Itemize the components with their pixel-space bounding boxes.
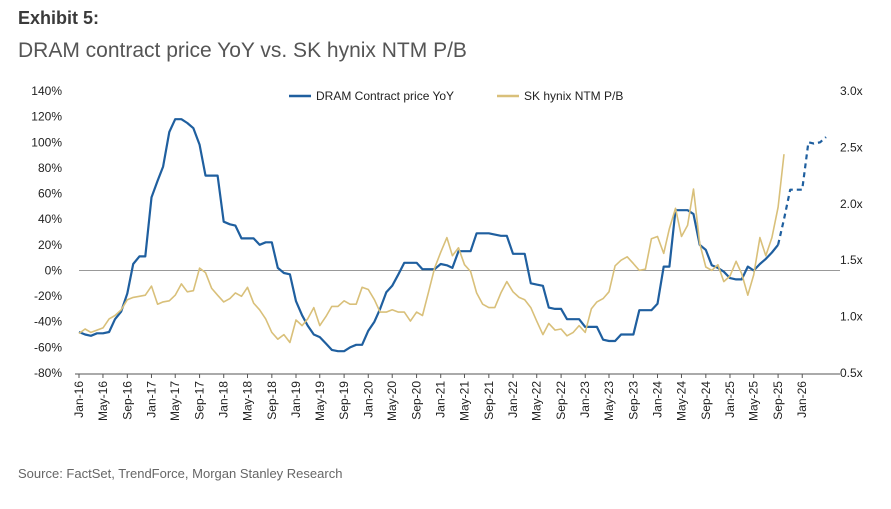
y-right-tick-label: 2.0x bbox=[840, 197, 863, 211]
y-left-tick-label: -40% bbox=[34, 315, 62, 329]
x-tick-label: Jan-17 bbox=[144, 381, 158, 418]
y-left-tick-label: 100% bbox=[31, 135, 62, 149]
y-left-tick-label: 40% bbox=[38, 212, 62, 226]
series-line-skhynix-pb bbox=[78, 154, 785, 344]
y-right-tick-label: 1.5x bbox=[840, 253, 863, 267]
x-tick-label: Sep-19 bbox=[337, 381, 351, 420]
x-tick-label: May-19 bbox=[313, 381, 327, 421]
x-tick-label: Sep-18 bbox=[265, 381, 279, 420]
x-tick-label: Sep-24 bbox=[699, 381, 713, 420]
x-tick-label: May-23 bbox=[602, 381, 616, 421]
y-left-tick-label: 20% bbox=[38, 238, 62, 252]
x-tick-label: Jan-20 bbox=[361, 381, 375, 418]
y-left-tick-label: 120% bbox=[31, 110, 62, 124]
x-tick-label: Sep-23 bbox=[626, 381, 640, 420]
y-left-tick-label: 60% bbox=[38, 187, 62, 201]
y-left-tick-label: -80% bbox=[34, 366, 62, 380]
x-tick-label: Jan-26 bbox=[795, 381, 809, 418]
legend-label: DRAM Contract price YoY bbox=[316, 89, 454, 103]
series-line-dram-forecast bbox=[777, 136, 827, 246]
exhibit-label: Exhibit 5: bbox=[18, 8, 100, 28]
x-tick-label: May-21 bbox=[457, 381, 471, 421]
x-tick-label: May-20 bbox=[385, 381, 399, 421]
x-tick-label: Jan-22 bbox=[506, 381, 520, 418]
x-tick-label: Jan-23 bbox=[578, 381, 592, 418]
x-tick-label: Jan-19 bbox=[289, 381, 303, 418]
y-left-tick-label: -60% bbox=[34, 340, 62, 354]
x-tick-label: Jan-18 bbox=[217, 381, 231, 418]
y-right-tick-label: 3.0x bbox=[840, 84, 863, 98]
x-tick-label: May-17 bbox=[168, 381, 182, 421]
x-tick-label: May-24 bbox=[674, 381, 688, 421]
x-tick-label: Jan-25 bbox=[723, 381, 737, 418]
x-tick-label: Sep-17 bbox=[193, 381, 207, 420]
y-left-tick-label: -20% bbox=[34, 289, 62, 303]
y-right-tick-label: 1.0x bbox=[840, 310, 863, 324]
y-left-tick-label: 0% bbox=[45, 263, 63, 277]
x-tick-label: Sep-16 bbox=[120, 381, 134, 420]
x-tick-label: May-22 bbox=[530, 381, 544, 421]
y-left-tick-label: 80% bbox=[38, 161, 62, 175]
chart-title: DRAM contract price YoY vs. SK hynix NTM… bbox=[18, 39, 467, 62]
x-tick-label: Jan-21 bbox=[434, 381, 448, 418]
legend-label: SK hynix NTM P/B bbox=[524, 89, 623, 103]
x-tick-label: May-16 bbox=[96, 381, 110, 421]
series-line-dram-yoy bbox=[78, 118, 779, 353]
source-note: Source: FactSet, TrendForce, Morgan Stan… bbox=[18, 466, 343, 481]
y-right-tick-label: 2.5x bbox=[840, 140, 863, 154]
y-left-tick-label: 140% bbox=[31, 84, 62, 98]
x-tick-label: May-25 bbox=[747, 381, 761, 421]
y-right-tick-label: 0.5x bbox=[840, 366, 863, 380]
x-tick-label: Sep-20 bbox=[410, 381, 424, 420]
x-tick-label: Sep-25 bbox=[771, 381, 785, 420]
x-tick-label: Jan-24 bbox=[651, 381, 665, 418]
x-tick-label: May-18 bbox=[240, 381, 254, 421]
x-tick-label: Sep-22 bbox=[554, 381, 568, 420]
x-tick-label: Sep-21 bbox=[482, 381, 496, 420]
x-tick-label: Jan-16 bbox=[72, 381, 86, 418]
